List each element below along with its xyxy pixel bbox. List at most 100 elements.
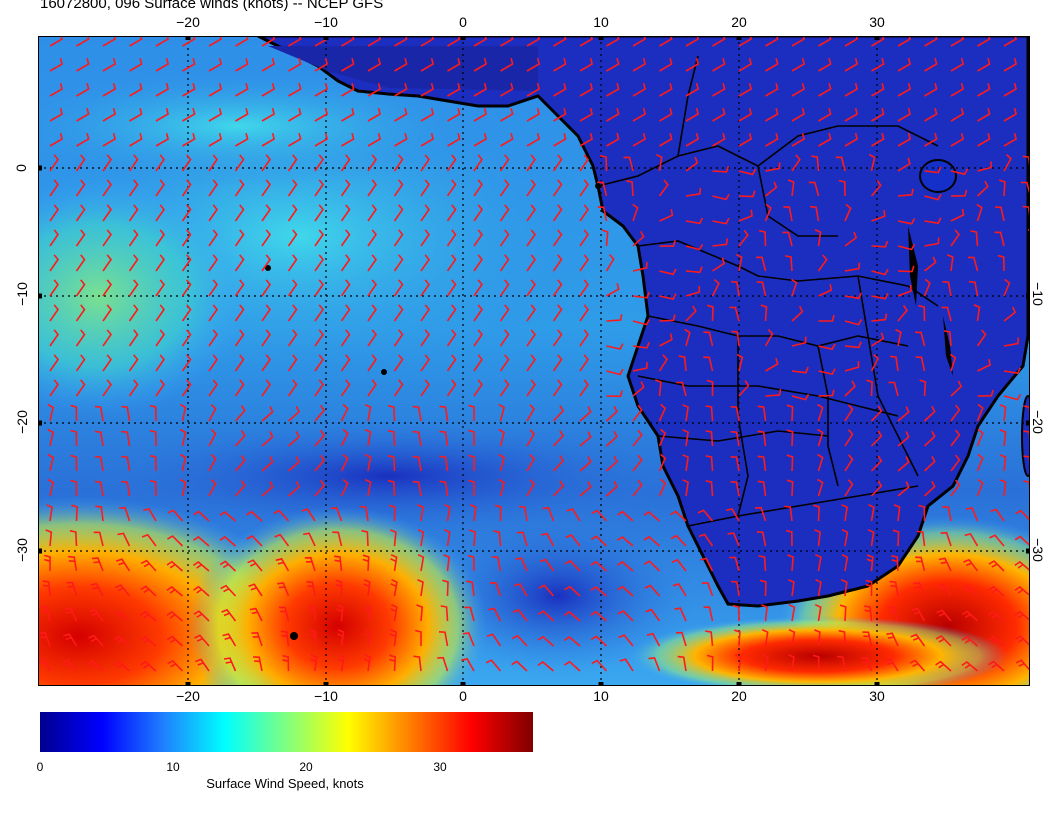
wind-barb bbox=[393, 154, 404, 172]
wind-barb bbox=[208, 36, 223, 47]
wind-barb bbox=[446, 354, 457, 372]
wind-barb bbox=[182, 82, 196, 97]
wind-barb bbox=[784, 255, 793, 272]
wind-barb bbox=[261, 481, 274, 497]
wind-barb bbox=[1003, 57, 1018, 72]
wind-barb bbox=[526, 179, 537, 197]
wind-barb bbox=[49, 354, 60, 372]
wind-barb bbox=[891, 555, 899, 572]
wind-barb bbox=[363, 603, 372, 622]
wind-barb bbox=[897, 82, 912, 97]
wind-barb bbox=[182, 132, 196, 147]
wind-barb bbox=[989, 534, 1005, 547]
wind-barb bbox=[261, 304, 272, 322]
wind-barb bbox=[390, 529, 397, 547]
wind-barb bbox=[387, 404, 396, 422]
wind-barb bbox=[461, 657, 475, 672]
wind-barb bbox=[494, 504, 502, 522]
wind-barb bbox=[950, 57, 965, 72]
wind-barb bbox=[844, 454, 854, 472]
wind-barb bbox=[473, 107, 488, 122]
wind-barb bbox=[897, 431, 910, 447]
wind-barb bbox=[62, 659, 78, 672]
wind-barb bbox=[208, 379, 219, 397]
wind-barb bbox=[553, 132, 567, 147]
wind-barb bbox=[606, 57, 620, 72]
wind-barb bbox=[420, 179, 431, 197]
wind-barb bbox=[791, 394, 810, 401]
wind-barb bbox=[897, 188, 914, 197]
wind-barb bbox=[47, 453, 55, 472]
wind-barb bbox=[526, 82, 541, 97]
wind-barb bbox=[870, 455, 883, 472]
wind-barb bbox=[274, 533, 290, 547]
wind-barb bbox=[500, 57, 514, 72]
wind-barb bbox=[924, 82, 938, 97]
wind-barb bbox=[643, 535, 661, 547]
wind-barb bbox=[818, 314, 835, 322]
wind-barb bbox=[367, 82, 382, 97]
wind-barb bbox=[976, 180, 989, 197]
wind-barb bbox=[308, 605, 316, 622]
wind-barb bbox=[314, 479, 326, 497]
wind-barb bbox=[361, 529, 369, 547]
wind-barb bbox=[282, 654, 290, 672]
wind-barb bbox=[121, 430, 131, 447]
wind-barb bbox=[765, 132, 779, 147]
wind-barb bbox=[140, 559, 157, 572]
wind-barb bbox=[890, 355, 899, 372]
wind-barb bbox=[128, 204, 139, 222]
wind-barb bbox=[332, 531, 343, 547]
wind-barb bbox=[643, 510, 661, 522]
wind-barb bbox=[511, 660, 528, 672]
wind-barb bbox=[420, 379, 431, 397]
wind-barb bbox=[246, 510, 263, 522]
wind-barb bbox=[75, 379, 86, 397]
wind-barb bbox=[446, 204, 457, 222]
wind-barb bbox=[367, 279, 378, 297]
wind-barb bbox=[208, 454, 217, 472]
wind-barb bbox=[738, 82, 753, 97]
wind-barb bbox=[102, 36, 117, 47]
wind-barb bbox=[884, 658, 899, 672]
wind-barb bbox=[71, 504, 78, 522]
wind-barb bbox=[340, 154, 351, 172]
wind-barb bbox=[235, 132, 249, 147]
wind-barb bbox=[579, 36, 594, 47]
ocean-cyan-north bbox=[38, 66, 498, 186]
wind-barb bbox=[579, 329, 590, 347]
wind-barb bbox=[393, 354, 404, 372]
wind-barb bbox=[871, 36, 885, 47]
wind-barb bbox=[304, 556, 316, 572]
wind-barb bbox=[870, 480, 883, 497]
wind-barb bbox=[38, 657, 51, 672]
wind-barb bbox=[950, 380, 963, 397]
wind-barb bbox=[261, 82, 276, 97]
wind-barb bbox=[447, 82, 461, 97]
wind-barb bbox=[579, 431, 592, 447]
wind-barb bbox=[314, 354, 325, 372]
wind-barb bbox=[579, 279, 590, 297]
wind-barb bbox=[139, 610, 157, 622]
wind-barb bbox=[552, 480, 565, 497]
wind-barb bbox=[362, 554, 370, 572]
wind-barb bbox=[1014, 635, 1030, 647]
wind-barb bbox=[725, 507, 740, 522]
wind-barb bbox=[818, 284, 833, 297]
wind-barb bbox=[590, 560, 608, 572]
wind-barb bbox=[897, 218, 916, 225]
wind-barb bbox=[844, 429, 854, 447]
wind-barb bbox=[498, 453, 506, 472]
wind-barb bbox=[49, 107, 64, 122]
wind-barb bbox=[340, 254, 351, 272]
wind-barb bbox=[791, 57, 806, 72]
wind-barb bbox=[40, 606, 51, 622]
wind-barb bbox=[916, 530, 926, 547]
wind-barb bbox=[443, 528, 451, 547]
wind-barb bbox=[518, 505, 528, 522]
wind-barb bbox=[813, 504, 820, 522]
wind-barb bbox=[731, 580, 740, 597]
wind-barb bbox=[818, 107, 832, 122]
wind-barb bbox=[871, 82, 885, 97]
wind-barb bbox=[75, 304, 86, 322]
